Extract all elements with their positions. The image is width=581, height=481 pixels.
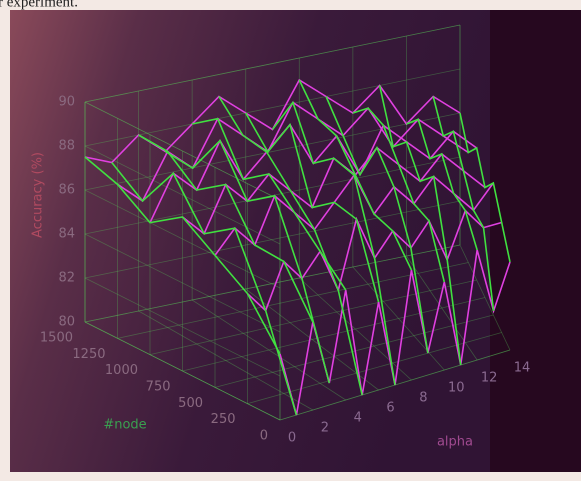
grid-line	[84, 244, 461, 323]
x-tick-label: 14	[514, 361, 531, 376]
box-edge	[84, 24, 461, 103]
surface-column-line	[459, 112, 511, 263]
z-tick-label: 86	[58, 183, 75, 198]
grid-line	[84, 200, 461, 279]
caption: r experiment.	[0, 0, 78, 10]
grid-line	[84, 101, 281, 201]
grid-line	[299, 277, 412, 381]
x-axis-label: alpha	[437, 435, 473, 450]
grid-line	[138, 310, 314, 411]
grid-line	[84, 277, 281, 377]
x-tick-label: 10	[448, 381, 465, 396]
surface-column-line	[191, 117, 347, 291]
grid-line	[84, 321, 281, 421]
dark-strip	[490, 10, 581, 472]
x-tick-label: 12	[481, 371, 498, 386]
grid-line	[84, 321, 281, 421]
grid-line	[84, 68, 461, 147]
z-axis-label: Accuracy (%)	[31, 152, 46, 238]
z-tick-label: 84	[58, 227, 75, 242]
surface-column-line	[218, 96, 363, 396]
surface-column-line	[138, 134, 314, 323]
box-edge	[84, 321, 281, 421]
surface-column-line	[164, 139, 331, 384]
x-tick-label: 4	[354, 411, 362, 426]
surface-column-line	[352, 107, 446, 283]
surface-column-line	[378, 85, 462, 366]
z-tick-label: 82	[58, 271, 75, 286]
surface-column-line	[406, 118, 478, 251]
y-tick-label: 250	[211, 412, 236, 427]
y-tick-label: 0	[260, 429, 268, 444]
grid-line	[459, 244, 511, 351]
surface-column-line	[432, 96, 495, 312]
grid-line	[84, 244, 461, 323]
grid-line	[84, 233, 281, 333]
z-tick-label: 88	[58, 139, 75, 154]
z-tick-label: 80	[58, 315, 75, 330]
surface-column-line	[271, 100, 396, 386]
grid-line	[352, 266, 445, 371]
x-tick-label: 0	[288, 431, 296, 446]
z-tick-label: 90	[58, 95, 75, 110]
grid-line	[149, 279, 477, 356]
y-tick-label: 1500	[40, 331, 73, 346]
surface-column-line	[111, 161, 298, 416]
grid-line	[84, 24, 461, 103]
grid-line	[182, 297, 486, 372]
surface-column-line	[325, 96, 429, 354]
grid-line	[84, 112, 461, 191]
x-tick-label: 6	[386, 401, 394, 416]
grid-line	[406, 255, 478, 361]
y-axis-label: #node	[103, 418, 146, 433]
grid-line	[84, 189, 281, 289]
box-edge	[84, 101, 281, 201]
y-tick-label: 500	[178, 396, 203, 411]
y-tick-label: 750	[146, 380, 171, 395]
grid-line	[214, 314, 494, 388]
grid-line	[191, 299, 346, 401]
y-tick-label: 1000	[105, 363, 138, 378]
surface-column-line	[84, 156, 281, 355]
surface-column-line	[245, 112, 380, 303]
x-tick-label: 8	[419, 391, 427, 406]
surface-column-line	[298, 79, 413, 271]
grid-line	[84, 145, 281, 245]
y-tick-label: 1250	[72, 347, 105, 362]
x-tick-label: 2	[321, 421, 329, 436]
grid-line	[117, 262, 469, 339]
